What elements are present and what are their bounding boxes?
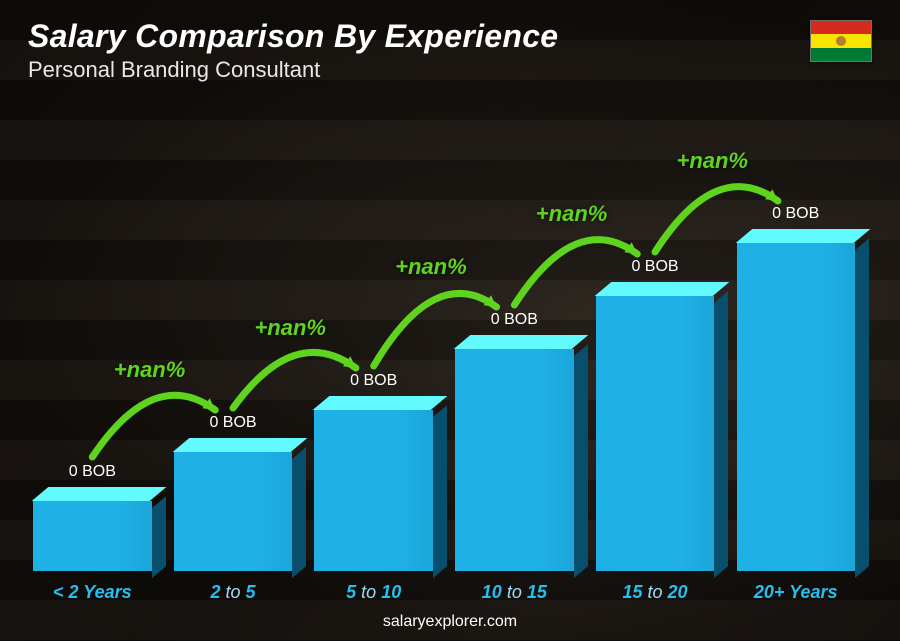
bar-front-face <box>455 349 573 571</box>
x-axis: < 2 Years 2 to 5 5 to 10 10 to 15 15 to 20 20… <box>28 582 860 603</box>
flag-stripe-top <box>811 21 871 34</box>
delta-label: +nan% <box>676 148 748 174</box>
bar-side-face <box>292 447 306 578</box>
chart-subtitle: Personal Branding Consultant <box>28 57 872 83</box>
bar-top-face <box>594 282 729 296</box>
bar-front-face <box>33 501 151 571</box>
delta-label: +nan% <box>114 357 186 383</box>
footer-attribution: salaryexplorer.com <box>0 613 900 631</box>
delta-label: +nan% <box>536 201 608 227</box>
bar-value-label: 0 BOB <box>69 463 116 481</box>
bar-body <box>455 349 573 571</box>
bar-top-face <box>454 335 589 349</box>
bar-front-face <box>596 296 714 571</box>
bar-body <box>737 243 855 571</box>
bar-side-face <box>152 496 166 578</box>
country-flag-bolivia <box>810 20 872 62</box>
x-axis-label: 10 to 15 <box>450 582 579 603</box>
bar-front-face <box>174 452 292 571</box>
flag-emblem <box>836 36 846 46</box>
bar-group: 0 BOB <box>731 110 860 571</box>
bar <box>314 396 432 571</box>
chart-area: 0 BOB 0 BOB 0 BOB 0 BOB 0 BOB 0 BOB +nan% +nan%… <box>28 110 860 571</box>
bar <box>174 438 292 571</box>
flag-stripe-bottom <box>811 48 871 61</box>
bar <box>596 282 714 571</box>
bar-side-face <box>714 291 728 578</box>
bar <box>737 229 855 571</box>
chart-title: Salary Comparison By Experience <box>28 18 872 55</box>
x-axis-label: 2 to 5 <box>169 582 298 603</box>
delta-label: +nan% <box>395 254 467 280</box>
bar-side-face <box>855 238 869 578</box>
bar-value-label: 0 BOB <box>491 311 538 329</box>
bar-front-face <box>737 243 855 571</box>
bar-group: 0 BOB <box>28 110 157 571</box>
delta-label: +nan% <box>254 315 326 341</box>
bar <box>455 335 573 571</box>
bar-top-face <box>735 229 870 243</box>
bar-top-face <box>32 487 167 501</box>
x-axis-label: 15 to 20 <box>591 582 720 603</box>
x-axis-label: < 2 Years <box>28 582 157 603</box>
bar-group: 0 BOB <box>450 110 579 571</box>
bar <box>33 487 151 571</box>
bar-value-label: 0 BOB <box>350 372 397 390</box>
bar-body <box>314 410 432 571</box>
bar-group: 0 BOB <box>591 110 720 571</box>
bar-body <box>174 452 292 571</box>
bar-group: 0 BOB <box>309 110 438 571</box>
x-axis-label: 5 to 10 <box>309 582 438 603</box>
bar-value-label: 0 BOB <box>631 258 678 276</box>
bar-side-face <box>433 405 447 578</box>
bar-value-label: 0 BOB <box>209 414 256 432</box>
chart-container: Salary Comparison By Experience Personal… <box>0 0 900 641</box>
bar-body <box>596 296 714 571</box>
bar-top-face <box>172 438 307 452</box>
bar-top-face <box>313 396 448 410</box>
bar-front-face <box>314 410 432 571</box>
bar-value-label: 0 BOB <box>772 205 819 223</box>
x-axis-label: 20+ Years <box>731 582 860 603</box>
bar-body <box>33 501 151 571</box>
bar-side-face <box>574 344 588 578</box>
